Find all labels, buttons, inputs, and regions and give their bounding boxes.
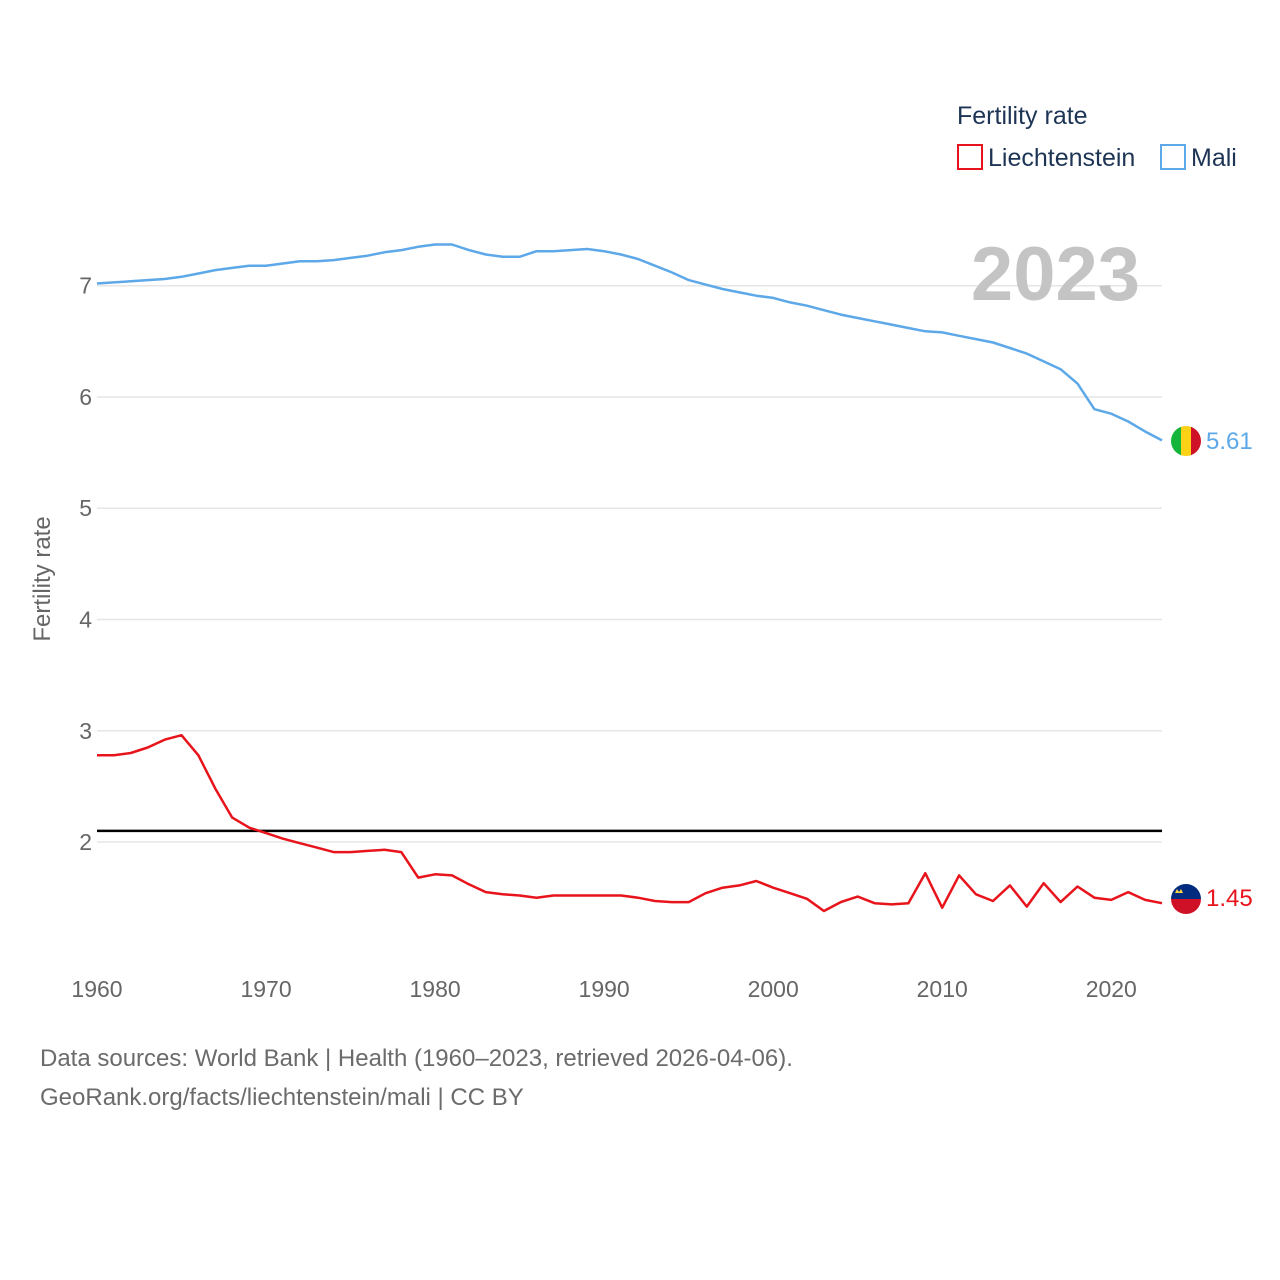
- legend: Fertility rate Liechtenstein Mali: [957, 102, 1237, 172]
- series-line-mali: [96, 243, 1163, 442]
- x-tick-1990: 1990: [579, 976, 630, 1002]
- legend-label-liechtenstein: Liechtenstein: [988, 144, 1135, 172]
- current-year-label: 2023: [971, 232, 1140, 317]
- source-note: Data sources: World Bank | Health (1960–…: [40, 1045, 793, 1072]
- legend-title: Fertility rate: [957, 102, 1088, 130]
- legend-swatch-liechtenstein: [957, 144, 983, 170]
- end-value-mali: 5.61: [1206, 428, 1253, 455]
- y-tick-2: 2: [79, 829, 92, 855]
- legend-label-mali: Mali: [1191, 144, 1237, 172]
- y-tick-6: 6: [79, 384, 92, 410]
- y-axis-ticks: 2 3 4 5 6 7: [79, 273, 92, 855]
- x-tick-1980: 1980: [410, 976, 461, 1002]
- y-tick-3: 3: [79, 718, 92, 744]
- x-tick-1970: 1970: [240, 976, 291, 1002]
- series-line-liechtenstein: [97, 733, 1163, 913]
- end-value-liechtenstein: 1.45: [1206, 885, 1253, 912]
- y-axis-label: Fertility rate: [29, 516, 56, 641]
- source-url: GeoRank.org/facts/liechtenstein/mali | C…: [40, 1084, 524, 1111]
- mali-flag-icon: [1171, 426, 1201, 456]
- series-lines: [96, 243, 1163, 913]
- y-grid: [97, 284, 1162, 843]
- y-tick-5: 5: [79, 495, 92, 521]
- x-tick-2000: 2000: [748, 976, 799, 1002]
- legend-swatch-mali: [1160, 144, 1186, 170]
- y-tick-7: 7: [79, 273, 92, 299]
- x-tick-1960: 1960: [71, 976, 122, 1002]
- x-tick-2020: 2020: [1086, 976, 1137, 1002]
- x-tick-2010: 2010: [917, 976, 968, 1002]
- y-tick-4: 4: [79, 607, 92, 633]
- x-axis-ticks: 1960 1970 1980 1990 2000 2010 2020: [71, 976, 1136, 1002]
- liechtenstein-flag-icon: [1171, 884, 1201, 914]
